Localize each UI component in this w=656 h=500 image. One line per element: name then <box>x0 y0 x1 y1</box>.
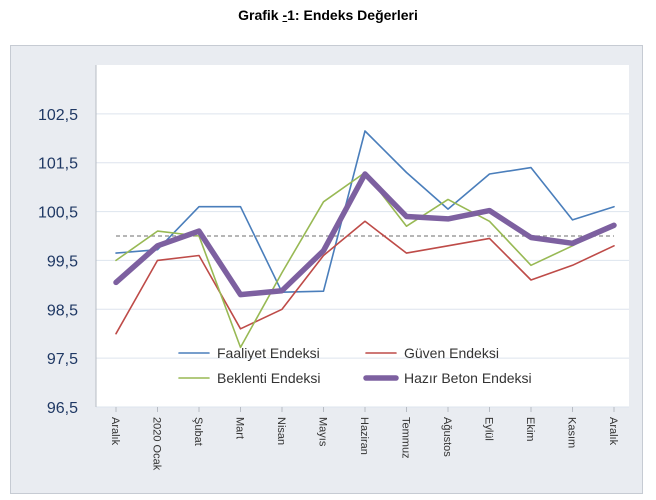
series-line-faaliyet-endeksi <box>115 130 615 293</box>
x-tick-label: Mart <box>234 417 246 439</box>
title-prefix: Grafik <box>238 7 283 23</box>
x-tick-label: Nisan <box>275 417 287 445</box>
y-tick-label: 97,5 <box>47 351 78 368</box>
x-tick-label: 2020 Ocak <box>151 417 163 471</box>
line-chart: 96,5 97,5 98,5 99,5 100,5 101,5 102,5 Aralık 202… <box>38 65 629 471</box>
y-tick-label: 102,5 <box>38 107 78 124</box>
x-tick-label: Temmuz <box>400 417 412 459</box>
title-rest: 1: Endeks Değerleri <box>287 7 418 23</box>
x-tick-label: Haziran <box>358 417 370 455</box>
legend-label: Faaliyet Endeksi <box>217 345 320 361</box>
title-mark: - <box>282 7 288 23</box>
x-tick-label: Mayıs <box>317 417 329 447</box>
legend-label: Beklenti Endeksi <box>217 370 321 386</box>
y-tick-label: 99,5 <box>47 253 78 270</box>
series-line-g-ven-endeksi <box>115 220 615 335</box>
chart-frame: 96,5 97,5 98,5 99,5 100,5 101,5 102,5 Aralık 202… <box>10 45 643 494</box>
x-tick-label: Aralık <box>607 417 619 446</box>
page-title: Grafik -1: Endeks Değerleri <box>0 7 656 23</box>
x-tick-label: Ekim <box>524 417 536 441</box>
legend-label: Hazır Beton Endeksi <box>404 370 532 386</box>
series-line-haz-r-beton-endeksi <box>113 171 617 298</box>
x-tick-label: Kasım <box>566 417 578 448</box>
y-tick-label: 101,5 <box>38 156 78 173</box>
x-tick-label: Ağustos <box>441 417 453 457</box>
gridlines <box>96 113 629 408</box>
y-tick-label: 98,5 <box>47 302 78 319</box>
legend: Faaliyet Endeksi Güven Endeksi Beklenti En… <box>178 345 532 386</box>
x-tick-label: Şubat <box>192 417 204 446</box>
y-tick-label: 100,5 <box>38 205 78 222</box>
x-tick-label: Eylül <box>483 417 495 441</box>
legend-label: Güven Endeksi <box>404 345 499 361</box>
y-tick-label: 96,5 <box>47 400 78 417</box>
x-tick-label: Aralık <box>109 417 121 446</box>
